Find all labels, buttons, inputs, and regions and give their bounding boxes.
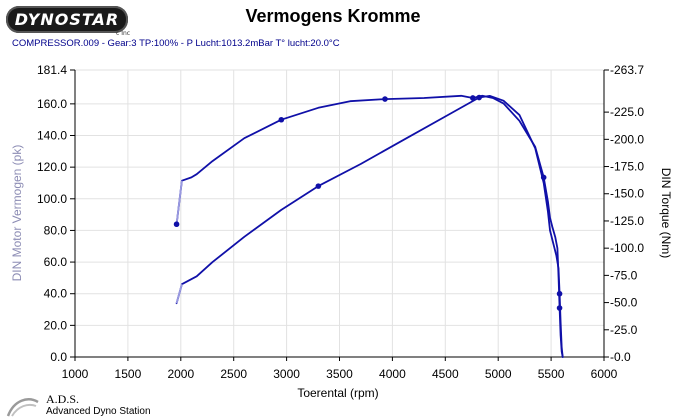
- series-start-segment: [175, 283, 183, 304]
- y2-tick-label: -25.0: [610, 323, 638, 337]
- series-start-segment: [175, 180, 183, 225]
- chart-subtitle: COMPRESSOR.009 - Gear:3 TP:100% - P Luch…: [12, 38, 340, 49]
- y2-tick-label: -75.0: [610, 268, 638, 282]
- x-tick-label: 5000: [485, 367, 512, 381]
- x-tick-label: 2000: [167, 367, 194, 381]
- y2-tick-label: -100.0: [610, 241, 644, 255]
- ads-name: A.D.S.: [46, 392, 80, 406]
- y-tick-labels: 0.0 20.0 40.0 60.0 80.0 100.0 120.0 140.0 160.0 1…: [37, 63, 67, 364]
- x-tick-label: 4500: [432, 367, 459, 381]
- y-tick-label: 0.0: [50, 350, 67, 364]
- torque-marker: [173, 221, 180, 228]
- y2-tick-label: -50.0: [610, 296, 638, 310]
- torque-marker: [382, 96, 388, 102]
- torque-marker: [278, 116, 285, 123]
- y-tick-label: 100.0: [37, 192, 67, 206]
- x-tick-label: 3500: [326, 367, 353, 381]
- dynostar-logo: DYNOSTAR: [6, 6, 128, 33]
- logo-subtext: c Inc: [116, 30, 131, 37]
- y2-axis-label: DIN Torque (Nm): [659, 168, 673, 258]
- x-axis-label: Toerental (rpm): [297, 386, 378, 400]
- torque-line: [175, 94, 564, 358]
- y-tick-label: 181.4: [37, 63, 67, 77]
- axes: [70, 69, 609, 361]
- series-layer: [173, 94, 564, 358]
- x-tick-label: 1000: [62, 367, 89, 381]
- x-tick-label: 6000: [591, 367, 618, 381]
- y2-tick-label: -150.0: [610, 187, 644, 201]
- y2-tick-label: -175.0: [610, 160, 644, 174]
- y-tick-label: 120.0: [37, 160, 67, 174]
- y-tick-label: 140.0: [37, 129, 67, 143]
- y2-tick-label: -125.0: [610, 214, 644, 228]
- y2-tick-label: -200.0: [610, 132, 644, 146]
- y2-tick-labels: -0.0 -25.0 -50.0 -75.0 -100.0 -125.0 -150.0 -17…: [610, 63, 644, 364]
- x-tick-labels: 1000 1500 2000 2500 3000 3500 4000 4500 5000 5500…: [62, 367, 618, 381]
- x-tick-label: 1500: [115, 367, 142, 381]
- power-marker: [476, 94, 482, 101]
- y2-tick-label: -263.7: [610, 63, 644, 77]
- y-axis-label: DIN Motor Vermogen (pk): [10, 145, 24, 282]
- y-tick-label: 40.0: [44, 287, 68, 301]
- ads-full-name: Advanced Dyno Station: [46, 406, 151, 417]
- y2-tick-label: -225.0: [610, 105, 644, 119]
- y2-tick-label: -0.0: [610, 350, 631, 364]
- chart-title: Vermogens Kromme: [245, 6, 421, 26]
- ads-logo-icon: [6, 398, 39, 417]
- power-marker: [556, 290, 563, 297]
- x-tick-label: 4000: [379, 367, 406, 381]
- x-tick-label: 3000: [273, 367, 300, 381]
- x-tick-label: 2500: [220, 367, 247, 381]
- power-line: [175, 95, 564, 358]
- y-tick-label: 20.0: [44, 318, 68, 332]
- x-tick-label: 5500: [538, 367, 565, 381]
- power-marker: [315, 183, 322, 189]
- grid: [74, 69, 605, 358]
- y-tick-label: 60.0: [44, 255, 68, 269]
- logo-text: DYNOSTAR: [14, 10, 120, 29]
- y-tick-label: 160.0: [37, 97, 67, 111]
- y-tick-label: 80.0: [44, 223, 68, 237]
